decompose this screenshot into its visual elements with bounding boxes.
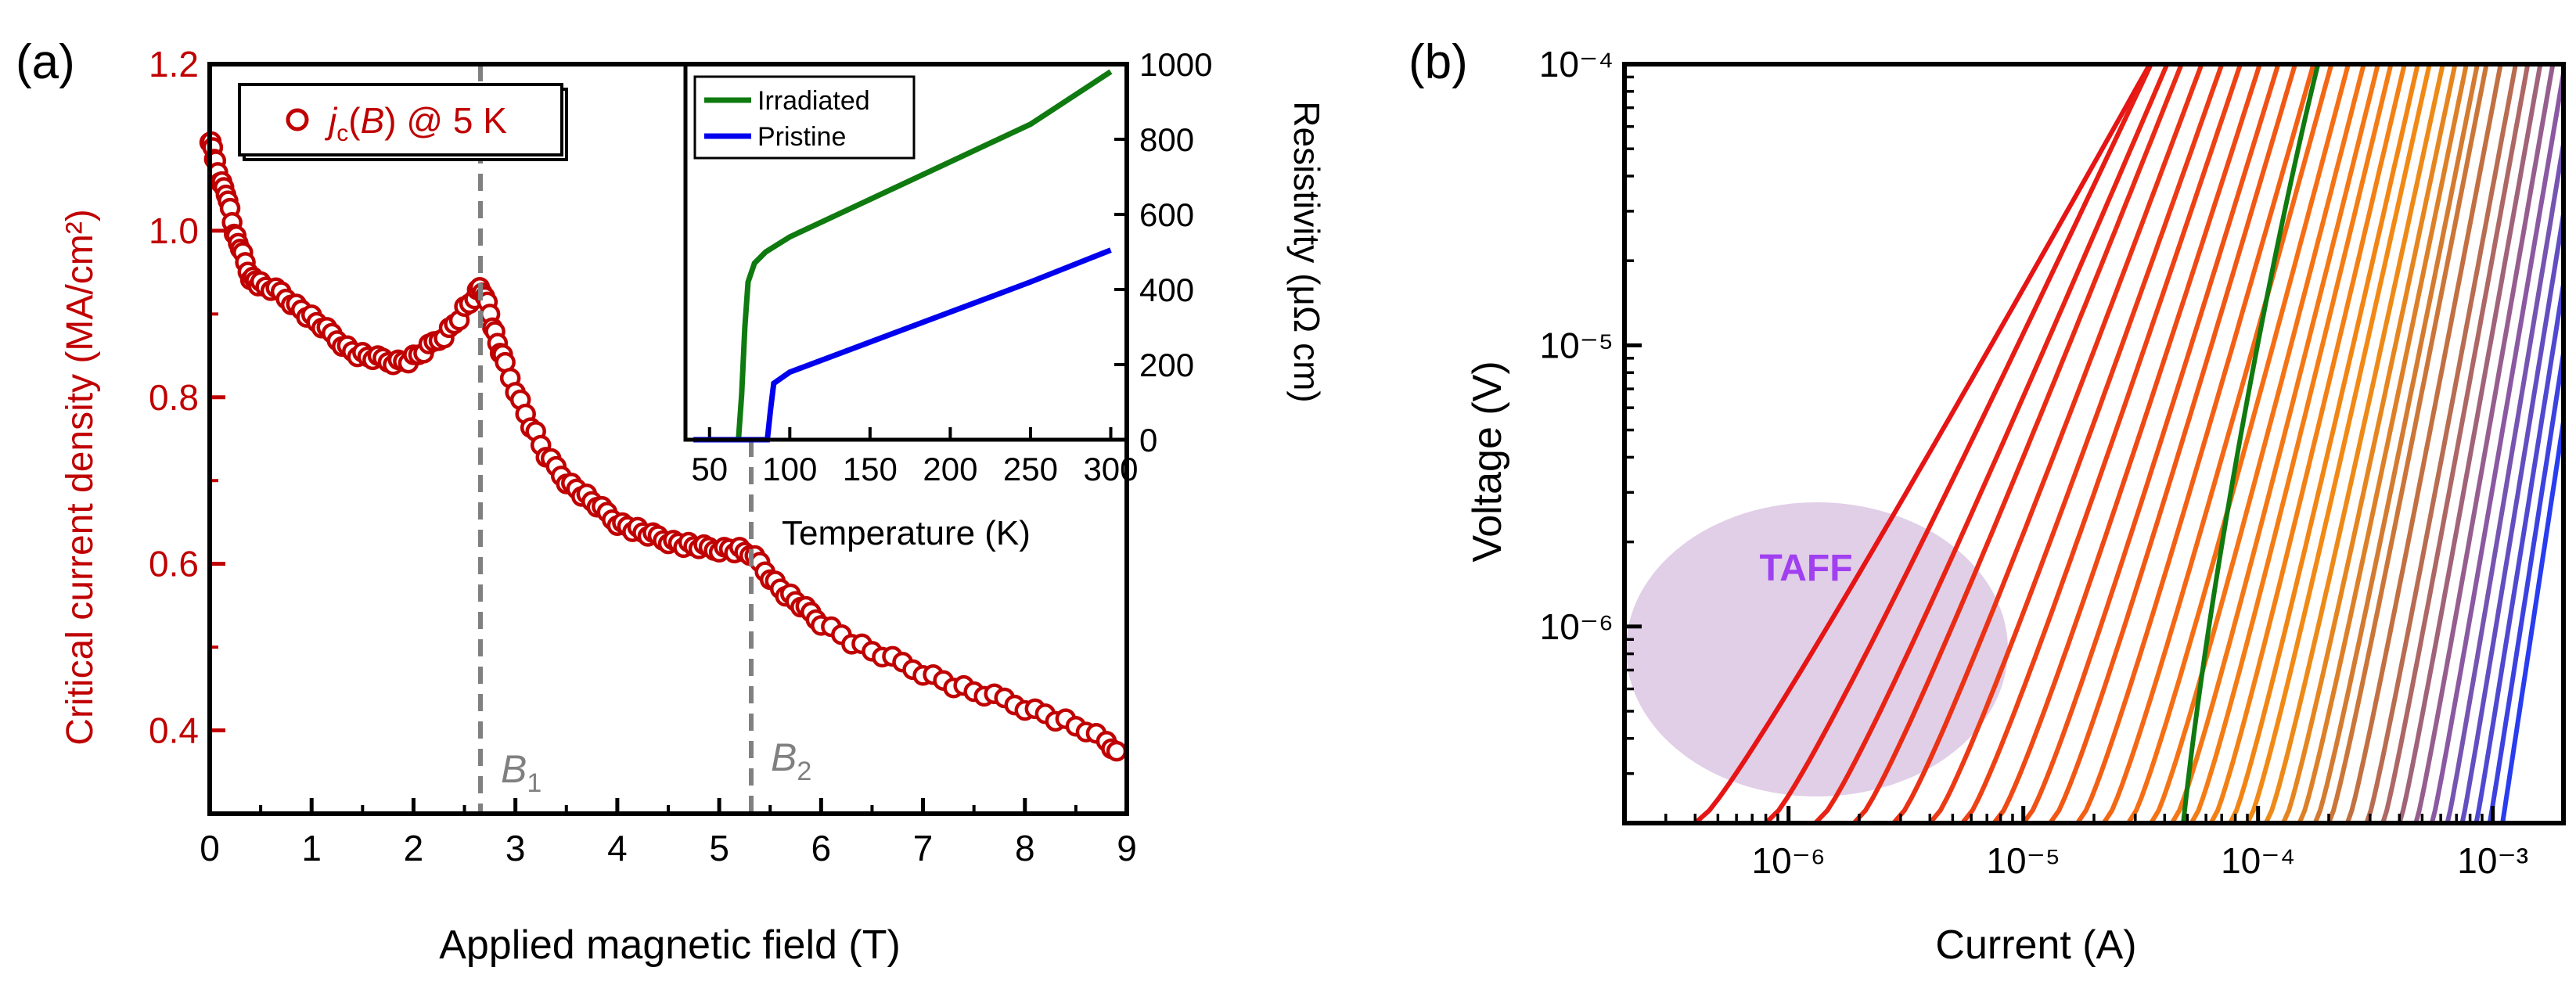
iv-curve [1852, 64, 2184, 823]
panel-a: (a) Critical current density (MA/cm²) Ap… [16, 35, 1327, 968]
legend-label: jc(B) @ 5 K [324, 100, 507, 146]
data-point [1106, 740, 1128, 762]
x-tick-label-b: 10⁻³ [2457, 840, 2528, 881]
inset-x-title: Temperature (K) [782, 514, 1031, 552]
b2-label: B2 [771, 735, 811, 786]
y-tick-label-b: 10⁻⁶ [1540, 606, 1614, 647]
iv-curve [1813, 64, 2170, 823]
x-tick-label-b: 10⁻⁶ [1751, 840, 1825, 881]
iv-curve [1764, 64, 2153, 823]
iv-curve [2326, 64, 2489, 823]
panel-a-label: (a) [16, 35, 75, 89]
legend-marker [286, 108, 309, 131]
iv-curve [2208, 64, 2407, 823]
iv-curve [2075, 64, 2316, 823]
iv-curve [2397, 64, 2543, 823]
inset-y-tick-label: 200 [1139, 347, 1194, 383]
x-tick-label-b: 10⁻⁵ [1986, 840, 2060, 881]
iv-curve-highlight [2181, 64, 2321, 823]
iv-curve [2101, 64, 2334, 823]
panel-b-label: (b) [1409, 35, 1468, 89]
iv-curve [2228, 64, 2420, 823]
iv-curve [2048, 64, 2297, 823]
y-tick-label-a: 0.4 [149, 710, 199, 751]
inset-x-tick-label: 100 [762, 451, 817, 487]
b1-label: B1 [501, 747, 541, 798]
inset-y-tick-label: 400 [1139, 271, 1194, 308]
series-irradiated [693, 69, 1113, 443]
inset-legend: Irradiated Pristine [693, 75, 916, 160]
taff-region [1626, 502, 2008, 796]
y-tick-label-a: 0.6 [149, 544, 199, 584]
iv-curve [1960, 64, 2243, 823]
panel-b: (b) Voltage (V) Current (A) TAFF 10⁻⁶ 10⁻… [1409, 35, 2566, 968]
inset-y-tick-label: 0 [1139, 422, 1157, 458]
iv-curve [1891, 64, 2204, 823]
inset-y-tick-label: 1000 [1139, 46, 1212, 83]
inset-y-title: Resistivity (μΩ cm) [1286, 101, 1327, 402]
legend-pristine: Pristine [757, 122, 846, 152]
iv-curve [2500, 405, 2563, 823]
iv-curve [2429, 64, 2563, 823]
x-tick-label-a: 9 [1117, 828, 1137, 868]
iv-curve [2170, 64, 2380, 823]
plot-frame-b [1622, 62, 2566, 825]
x-tick-label-a: 8 [1015, 828, 1035, 868]
y-axis-title-b: Voltage (V) [1465, 361, 1510, 562]
x-tick-label-b: 10⁻⁴ [2221, 840, 2295, 881]
iv-curve [2380, 64, 2531, 823]
legend-irradiated: Irradiated [757, 86, 870, 116]
inset-x-tick-label: 150 [843, 451, 898, 487]
x-tick-label-a: 5 [709, 828, 729, 868]
iv-curve [2445, 129, 2563, 823]
iv-curve [2364, 64, 2518, 823]
x-axis-title-b: Current (A) [1935, 922, 2136, 968]
y-tick-label-a: 1.2 [149, 44, 199, 84]
iv-curve [2297, 64, 2469, 823]
iv-curve [2344, 64, 2503, 823]
y-tick-label-b: 10⁻⁵ [1539, 325, 1614, 365]
iv-curve [2312, 64, 2480, 823]
x-tick-label-a: 3 [505, 828, 526, 868]
inset-x-tick-label: 200 [923, 451, 977, 487]
iv-curve [2245, 64, 2432, 823]
x-tick-label-a: 0 [200, 828, 220, 868]
y-tick-label-a: 1.0 [149, 210, 199, 251]
x-tick-label-a: 1 [301, 828, 322, 868]
y-tick-label-a: 0.8 [149, 377, 199, 418]
legend-a: jc(B) @ 5 K [238, 83, 568, 161]
iv-curve [1693, 64, 2153, 823]
iv-curve [2281, 64, 2458, 823]
x-tick-label-a: 4 [607, 828, 628, 868]
iv-curve [1991, 64, 2262, 823]
x-tick-label-a: 2 [404, 828, 424, 868]
iv-curve [2263, 64, 2445, 823]
iv-curve [2413, 64, 2556, 823]
series-pristine [693, 247, 1112, 443]
iv-curve [2473, 268, 2563, 823]
iv-curve [2487, 337, 2563, 823]
iv-curve [2126, 64, 2351, 823]
iv-curve [2021, 64, 2281, 823]
inset-y-tick-label: 800 [1139, 121, 1194, 158]
y-axis-title-a: Critical current density (MA/cm²) [59, 209, 101, 745]
x-tick-label-a: 6 [811, 828, 832, 868]
iv-curve [1927, 64, 2225, 823]
iv-curve [2189, 64, 2394, 823]
x-tick-label-a: 7 [913, 828, 934, 868]
y-tick-label-b: 10⁻⁴ [1539, 44, 1614, 84]
inset-y-tick-label: 600 [1139, 196, 1194, 233]
inset-x-tick-label: 50 [691, 451, 728, 487]
iv-curve [2459, 200, 2563, 823]
taff-label: TAFF [1759, 548, 1852, 589]
x-axis-title-a: Applied magnetic field (T) [439, 922, 901, 968]
iv-curve [2149, 64, 2366, 823]
plot-frame-a [207, 62, 1129, 816]
inset-x-tick-label: 250 [1003, 451, 1058, 487]
inset-x-tick-label: 300 [1083, 451, 1138, 487]
